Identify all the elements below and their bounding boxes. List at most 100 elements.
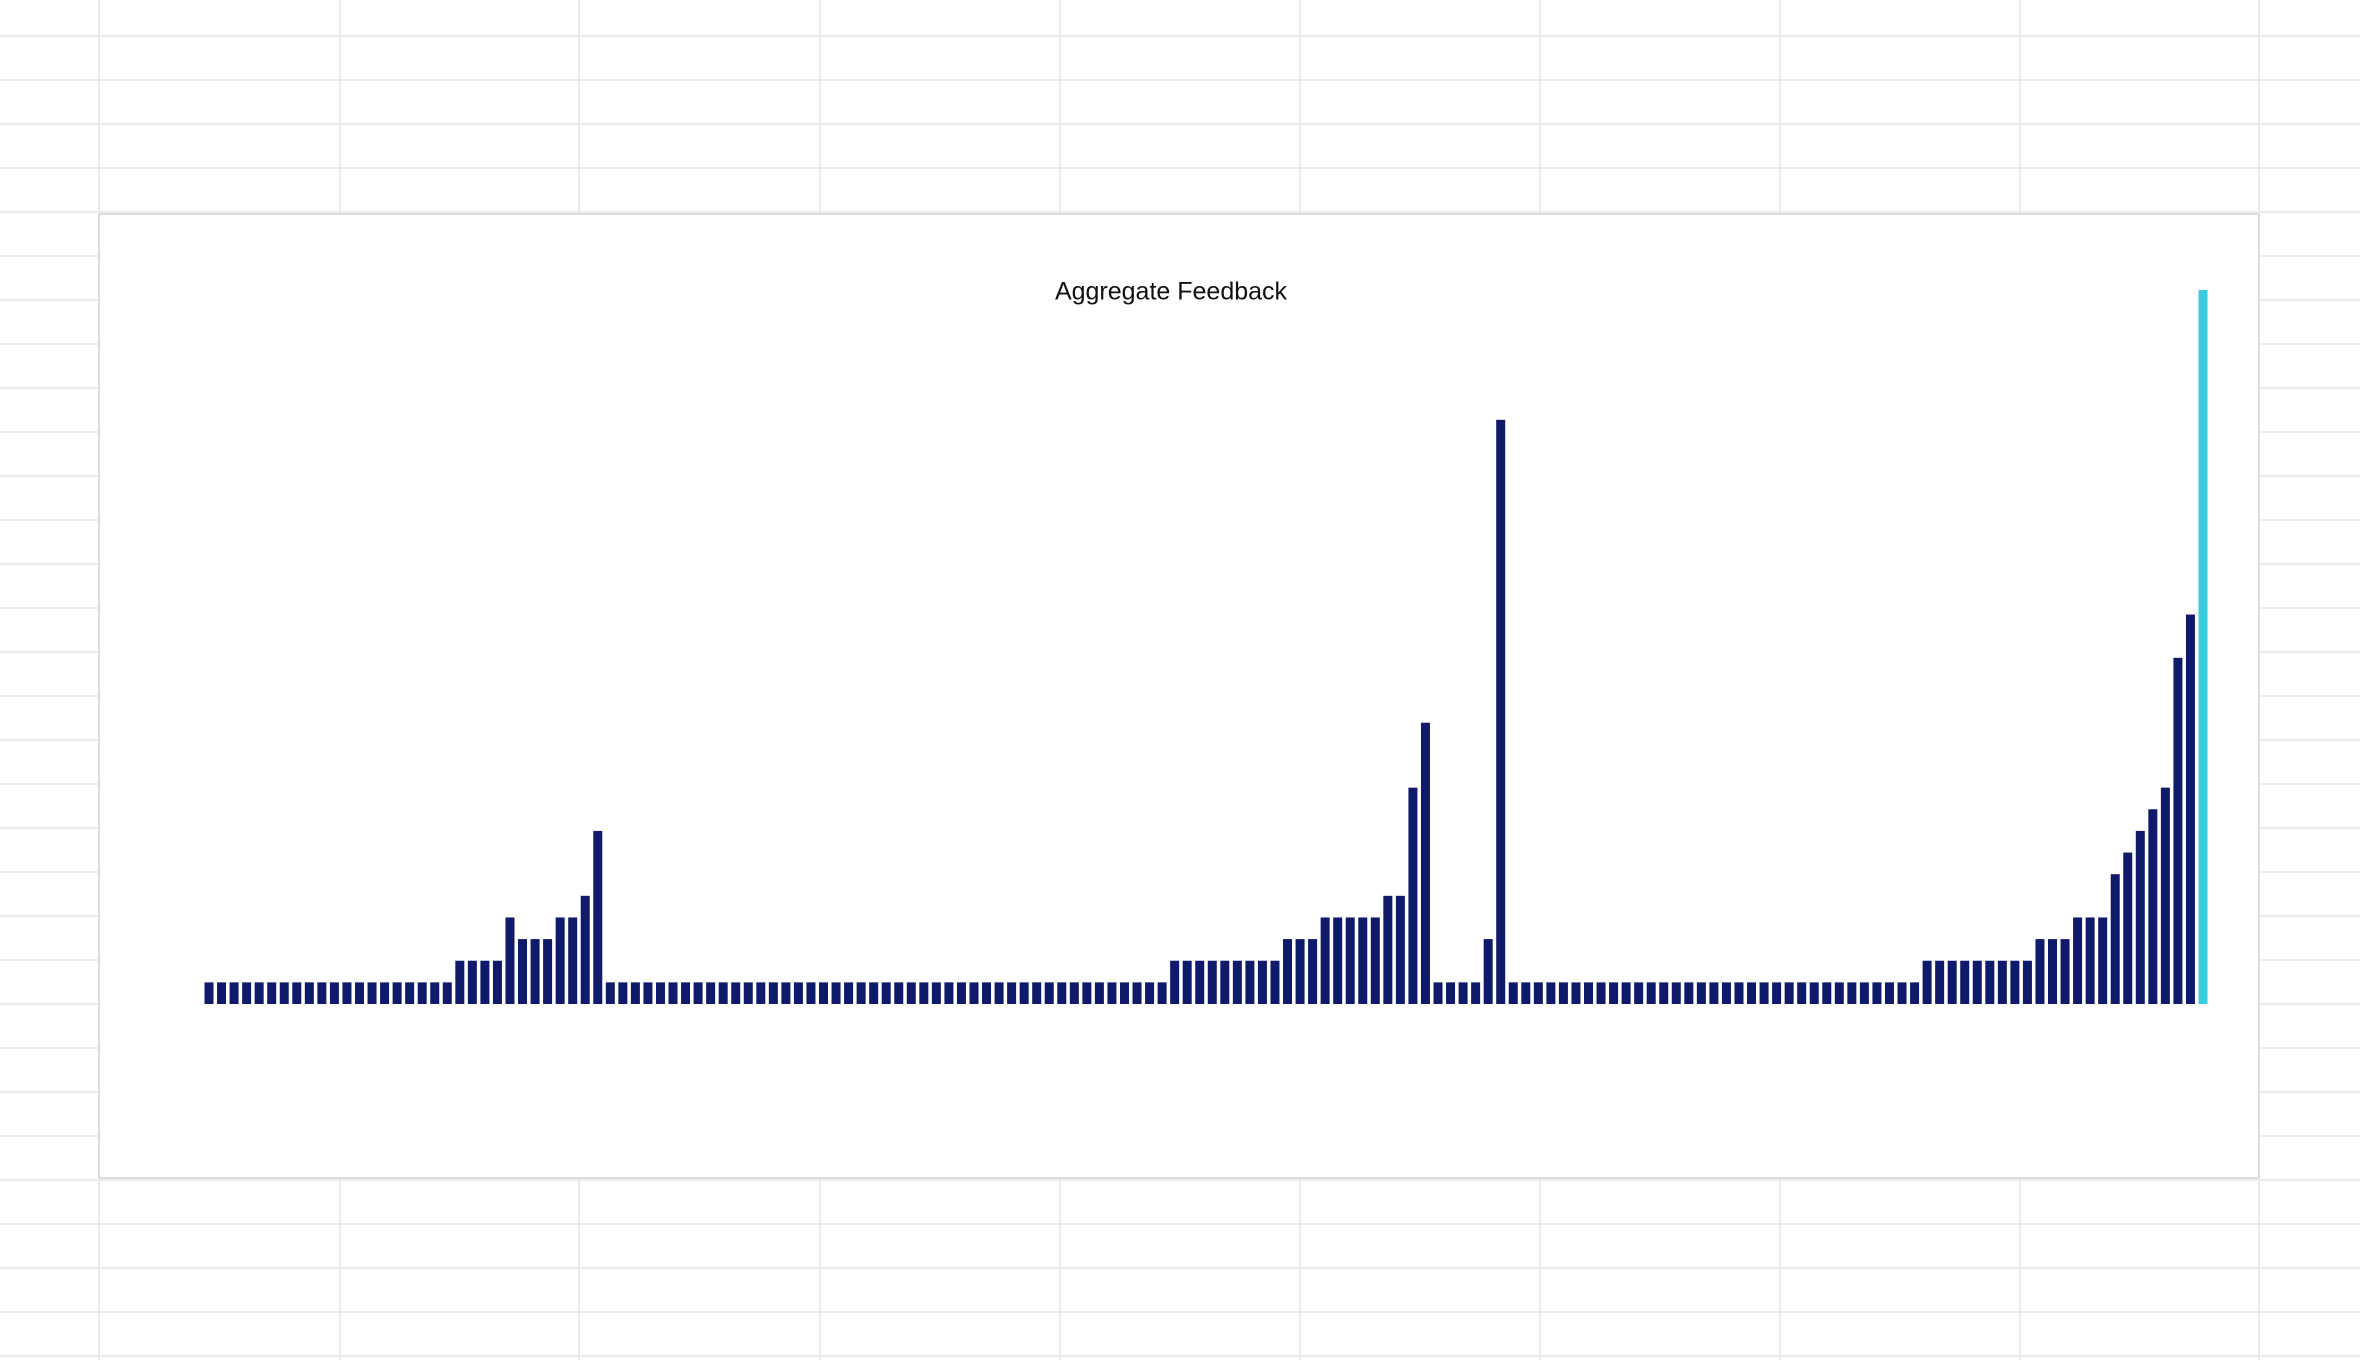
bar	[906, 982, 916, 1004]
bar	[806, 982, 816, 1004]
bar	[492, 960, 502, 1004]
bar	[956, 982, 966, 1004]
bar	[881, 982, 891, 1004]
bar	[1232, 960, 1242, 1004]
bar	[1583, 982, 1593, 1004]
bar	[1747, 982, 1757, 1004]
bar	[1019, 982, 1029, 1004]
bar	[944, 982, 954, 1004]
bar	[1634, 982, 1644, 1004]
bars	[204, 290, 2208, 1004]
bar	[1784, 982, 1794, 1004]
bar	[793, 982, 803, 1004]
bar	[743, 982, 753, 1004]
bar	[2048, 939, 2058, 1004]
bar	[204, 982, 214, 1004]
bar	[693, 982, 703, 1004]
bar	[844, 982, 854, 1004]
bar	[1395, 895, 1405, 1004]
bar	[442, 982, 452, 1004]
bar	[655, 982, 665, 1004]
bar	[919, 982, 929, 1004]
bar	[1032, 982, 1042, 1004]
bar	[1145, 982, 1155, 1004]
bar	[279, 982, 289, 1004]
bar	[781, 982, 791, 1004]
bar	[1684, 982, 1694, 1004]
bar	[1859, 982, 1869, 1004]
bar	[1358, 917, 1368, 1004]
bar	[831, 982, 841, 1004]
bar	[2198, 290, 2208, 1004]
bar	[530, 939, 540, 1004]
bar	[1671, 982, 1681, 1004]
bar	[1872, 982, 1882, 1004]
bar	[417, 982, 427, 1004]
bar	[969, 982, 979, 1004]
bar	[706, 982, 716, 1004]
bar	[1069, 982, 1079, 1004]
bar	[593, 830, 603, 1004]
bar	[1734, 982, 1744, 1004]
bar	[455, 960, 465, 1004]
bar	[354, 982, 364, 1004]
bar	[1985, 960, 1995, 1004]
bar	[1910, 982, 1920, 1004]
bar	[1596, 982, 1606, 1004]
bar	[1308, 939, 1318, 1004]
bar	[1709, 982, 1719, 1004]
bar	[1207, 960, 1217, 1004]
bar	[1508, 982, 1518, 1004]
bar	[1947, 960, 1957, 1004]
bar	[217, 982, 227, 1004]
bar	[405, 982, 415, 1004]
bar	[643, 982, 653, 1004]
bar	[254, 982, 264, 1004]
bar	[756, 982, 766, 1004]
bar	[1997, 960, 2007, 1004]
bar	[467, 960, 477, 1004]
bar	[1922, 960, 1932, 1004]
chart-title: Aggregate Feedback	[1055, 278, 1288, 306]
bar	[1571, 982, 1581, 1004]
bar	[480, 960, 490, 1004]
bar	[1107, 982, 1117, 1004]
bar	[1772, 982, 1782, 1004]
bar	[894, 982, 904, 1004]
bar	[1082, 982, 1092, 1004]
bar	[518, 939, 528, 1004]
bar	[1157, 982, 1167, 1004]
bar	[1533, 982, 1543, 1004]
chart-frame[interactable]	[98, 213, 2260, 1179]
bar	[555, 917, 565, 1004]
bar	[1546, 982, 1556, 1004]
bar	[1119, 982, 1129, 1004]
bar	[1721, 982, 1731, 1004]
bar	[1884, 982, 1894, 1004]
bar	[1320, 917, 1330, 1004]
bar	[1245, 960, 1255, 1004]
bar	[229, 982, 239, 1004]
bar	[2010, 960, 2020, 1004]
bar	[1696, 982, 1706, 1004]
bar	[731, 982, 741, 1004]
bar	[1809, 982, 1819, 1004]
bar	[869, 982, 879, 1004]
bar	[2185, 614, 2195, 1004]
bar	[1646, 982, 1656, 1004]
bar	[2110, 874, 2120, 1004]
bar	[1433, 982, 1443, 1004]
bar	[1847, 982, 1857, 1004]
bar	[668, 982, 678, 1004]
bar	[1170, 960, 1180, 1004]
bar	[1182, 960, 1192, 1004]
bar	[2060, 939, 2070, 1004]
bar	[681, 982, 691, 1004]
bar	[605, 982, 615, 1004]
bar	[367, 982, 377, 1004]
bar	[1270, 960, 1280, 1004]
bar	[1370, 917, 1380, 1004]
bar	[1220, 960, 1230, 1004]
